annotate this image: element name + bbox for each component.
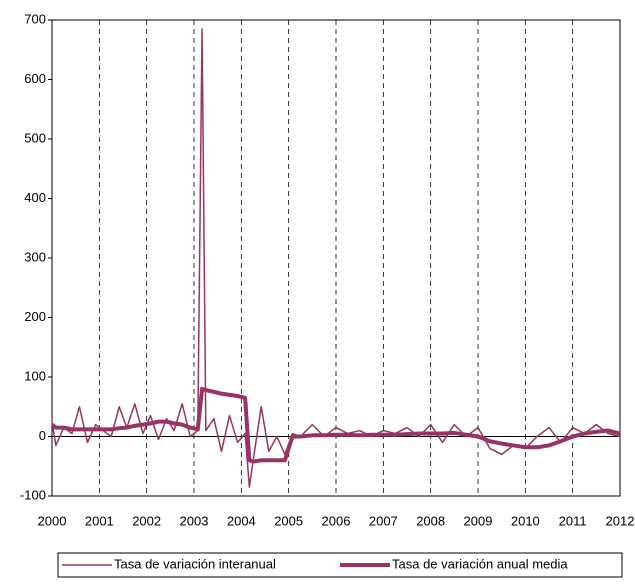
- y-tick-label: 400: [24, 190, 46, 205]
- x-tick-label: 2009: [464, 513, 493, 528]
- legend-label: Tasa de variación interanual: [114, 556, 276, 571]
- x-tick-label: 2012: [606, 513, 635, 528]
- y-tick-label: 600: [24, 71, 46, 86]
- x-tick-label: 2003: [180, 513, 209, 528]
- y-tick-label: 200: [24, 309, 46, 324]
- x-tick-label: 2002: [132, 513, 161, 528]
- legend-label: Tasa de variación anual media: [392, 556, 568, 571]
- x-tick-label: 2006: [322, 513, 351, 528]
- x-tick-label: 2000: [38, 513, 67, 528]
- y-tick-label: 100: [24, 368, 46, 383]
- x-tick-label: 2007: [369, 513, 398, 528]
- x-tick-label: 2001: [85, 513, 114, 528]
- x-tick-label: 2008: [416, 513, 445, 528]
- y-tick-label: 0: [39, 428, 46, 443]
- x-tick-label: 2004: [227, 513, 256, 528]
- x-tick-label: 2005: [274, 513, 303, 528]
- line-series: [50, 386, 621, 464]
- y-tick-label: 700: [24, 11, 46, 26]
- line-series: [51, 28, 621, 488]
- y-tick-label: 500: [24, 130, 46, 145]
- x-tick-label: 2011: [559, 513, 587, 528]
- y-tick-label: -100: [20, 487, 46, 502]
- x-tick-label: 2010: [511, 513, 540, 528]
- y-tick-label: 300: [24, 249, 46, 264]
- legend-box: [57, 552, 623, 578]
